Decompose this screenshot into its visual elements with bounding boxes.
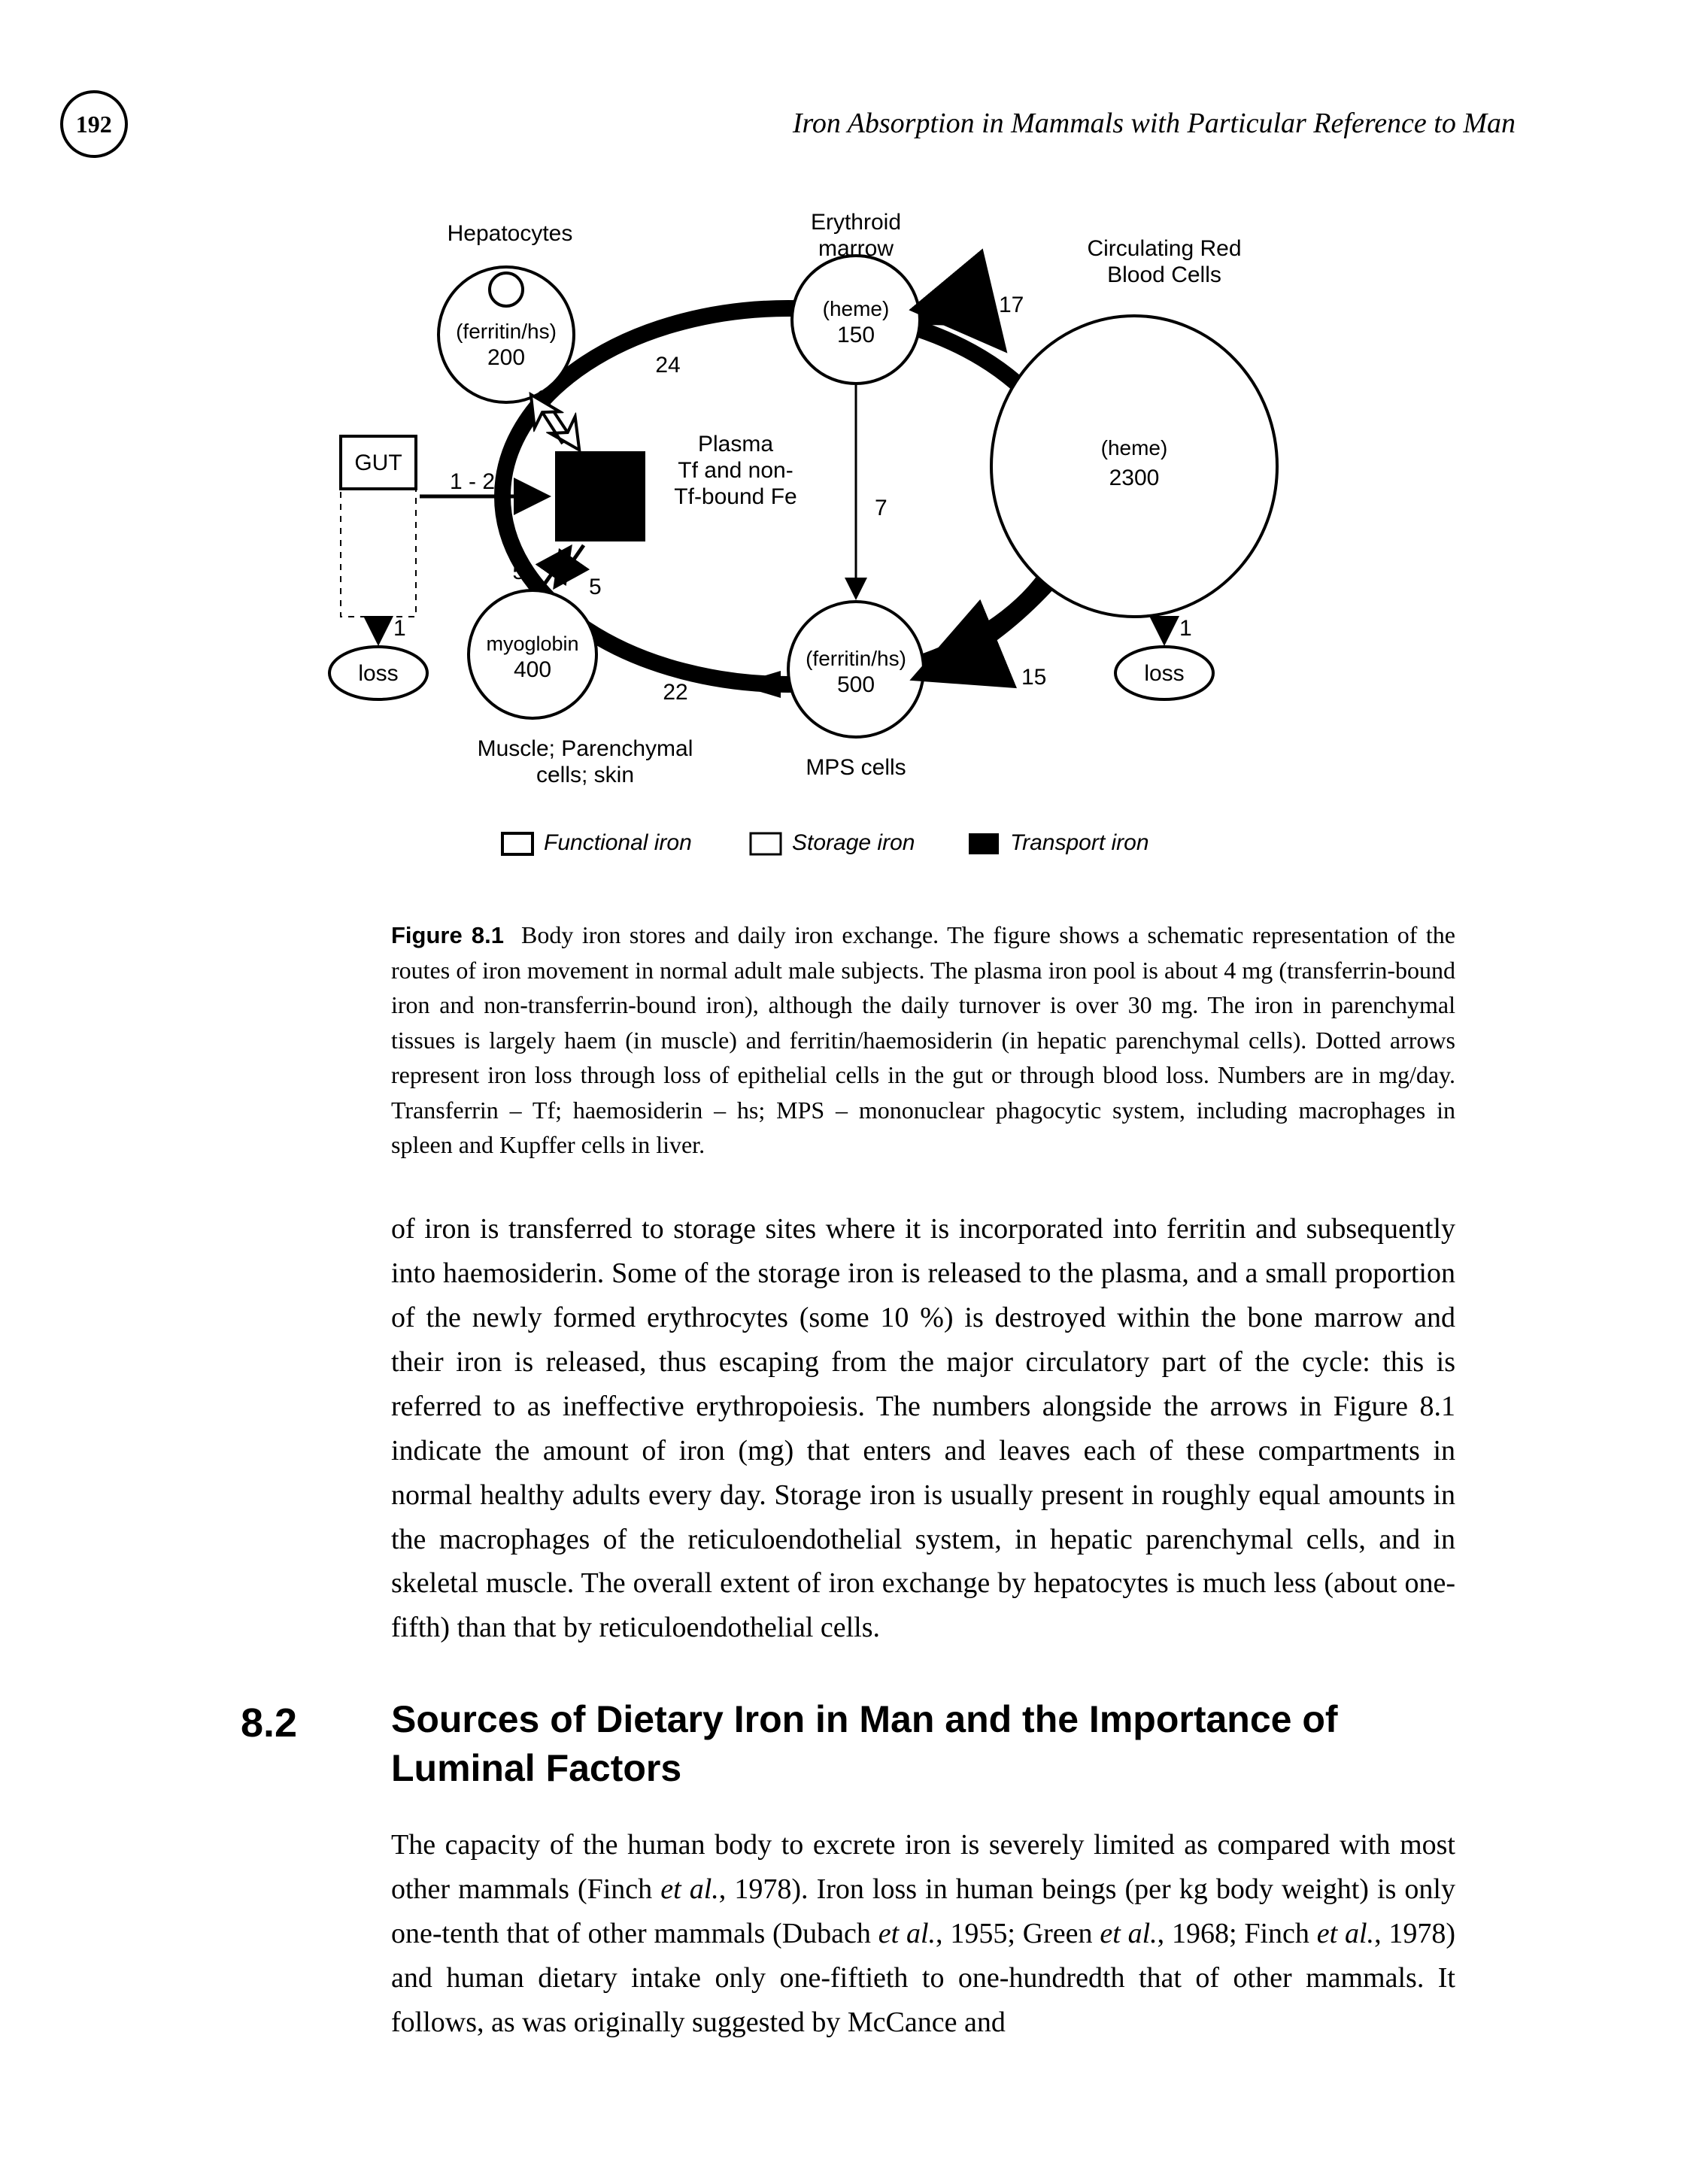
mps-sub: (ferritin/hs) [806, 647, 906, 670]
label-muscle-1: Muscle; Parenchymal [477, 736, 693, 761]
muscle-sub: myoglobin [486, 632, 578, 655]
edge-gut-plasma: 1 - 2 [449, 469, 494, 494]
figure-legend: Functional iron Storage iron Transport i… [502, 830, 1149, 855]
legend-functional: Functional iron [544, 830, 692, 855]
label-muscle-2: cells; skin [536, 763, 633, 787]
page-number: 192 [76, 108, 112, 141]
node-plasma [555, 451, 645, 541]
iron-cycle-diagram: Hepatocytes Erythroid marrow Circulating… [314, 203, 1367, 895]
rbc-sub: (heme) [1100, 436, 1167, 460]
page-number-badge: 192 [60, 90, 128, 158]
edge-gut-loss: 1 [393, 616, 406, 641]
page-header: 192 Iron Absorption in Mammals with Part… [150, 90, 1531, 158]
label-erythroid-1: Erythroid [810, 210, 900, 235]
mps-val: 500 [836, 672, 874, 697]
section-heading: 8.2 Sources of Dietary Iron in Man and t… [241, 1695, 1455, 1793]
label-circ-2: Blood Cells [1107, 262, 1221, 287]
label-loss-left: loss [358, 661, 398, 686]
muscle-val: 400 [513, 657, 551, 682]
figure-8-1: Hepatocytes Erythroid marrow Circulating… [314, 203, 1367, 895]
figure-label: Figure 8.1 [391, 922, 504, 948]
edge-rbc-mps: 15 [1021, 665, 1046, 690]
label-hepatocytes: Hepatocytes [447, 221, 572, 246]
edge-muscle-a: 5 [512, 560, 525, 584]
hepatocyte-val: 200 [487, 345, 524, 370]
label-gut: GUT [354, 450, 402, 475]
legend-transport: Transport iron [1010, 830, 1149, 855]
label-mps: MPS cells [806, 755, 906, 780]
edge-mps-plasma: 22 [663, 680, 687, 705]
erythroid-val: 150 [836, 323, 874, 347]
edge-muscle-b: 5 [589, 575, 602, 599]
label-plasma-2: Tf and non- [678, 458, 793, 483]
edge-hep-plasma: 24 [655, 353, 680, 378]
label-plasma-1: Plasma [697, 432, 772, 457]
erythroid-sub: (heme) [822, 297, 889, 320]
label-circ-1: Circulating Red [1087, 236, 1241, 261]
edge-ery-rbc: 17 [999, 293, 1024, 317]
label-plasma-3: Tf-bound Fe [674, 484, 797, 509]
rbc-val: 2300 [1109, 466, 1159, 490]
figure-caption: Figure 8.1 Body iron stores and daily ir… [391, 918, 1455, 1162]
edge-rbc-loss: 1 [1179, 616, 1192, 641]
body-paragraph-1: of iron is transferred to storage sites … [391, 1207, 1455, 1650]
legend-storage: Storage iron [792, 830, 915, 855]
hepatocyte-sub: (ferritin/hs) [456, 320, 557, 343]
body-paragraph-2: The capacity of the human body to excret… [391, 1823, 1455, 2044]
edge-ery-mps: 7 [875, 496, 888, 520]
section-title: Sources of Dietary Iron in Man and the I… [391, 1695, 1455, 1793]
label-loss-right: loss [1144, 661, 1184, 686]
figure-caption-text: Body iron stores and daily iron exchange… [391, 921, 1455, 1158]
section-number: 8.2 [241, 1695, 391, 1752]
running-head: Iron Absorption in Mammals with Particul… [158, 104, 1531, 144]
